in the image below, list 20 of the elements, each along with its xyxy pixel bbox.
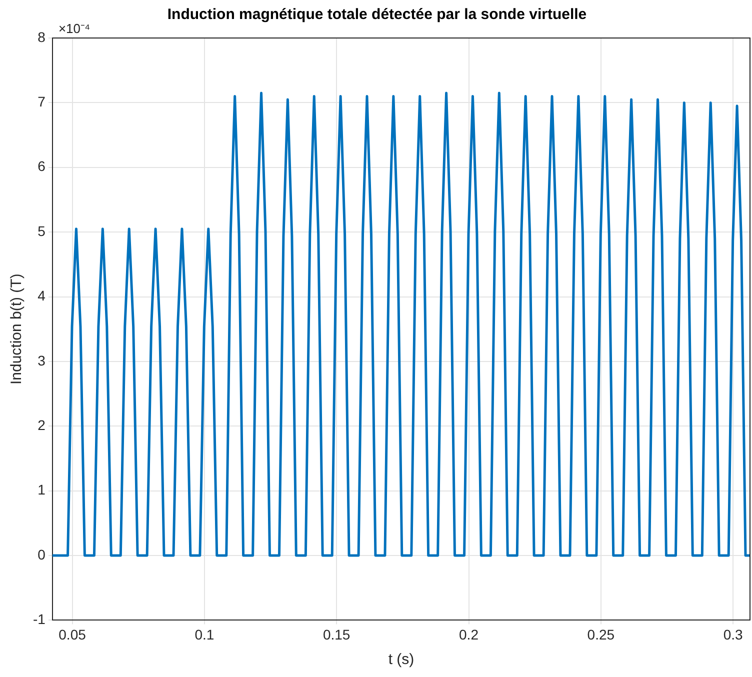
y-tick-label: 4 — [38, 288, 46, 304]
chart-title: Induction magnétique totale détectée par la sonde virtuelle — [167, 6, 587, 24]
y-tick-label: -1 — [32, 611, 46, 628]
y-tick-label: 7 — [38, 94, 46, 110]
x-tick-label: 0.05 — [58, 626, 86, 642]
x-axis-title: t (s) — [388, 651, 414, 668]
y-tick-label: 5 — [38, 222, 46, 239]
y-tick-label: 3 — [38, 352, 46, 368]
y-tick-label: 0 — [38, 546, 46, 562]
y-tick-label: 2 — [38, 416, 46, 433]
x-tick-label: 0.1 — [194, 626, 214, 642]
text: ×10⁻⁴ — [58, 21, 90, 36]
x-tick-label: 0.25 — [587, 626, 615, 642]
x-tick-label: 0.2 — [459, 626, 479, 642]
y-tick-label: 1 — [38, 482, 46, 498]
y-tick-label: 8 — [38, 28, 46, 45]
x-tick-label: 0.15 — [322, 626, 350, 642]
y-axis-title: Induction b(t) (T) — [8, 274, 26, 385]
x-tick-label: 0.3 — [723, 626, 744, 642]
y-tick-label: 6 — [38, 158, 46, 174]
